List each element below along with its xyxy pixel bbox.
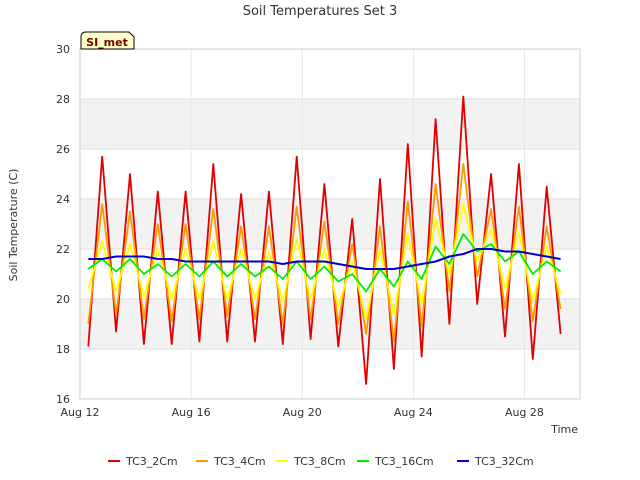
plot-frame [79, 48, 581, 400]
x-tick-label: Aug 16 [172, 406, 211, 419]
x-tick-label: Aug 28 [505, 406, 544, 419]
plot-band [80, 299, 580, 349]
x-tick-label: Aug 24 [394, 406, 433, 419]
y-tick-label: 30 [56, 43, 70, 56]
x-tick-label: Aug 20 [283, 406, 322, 419]
y-tick-label: 26 [56, 143, 70, 156]
site-badge-box [80, 31, 135, 50]
x-ticks: Aug 12 Aug 16 Aug 20 Aug 24 Aug 28 [61, 406, 544, 419]
legend: TC3_2Cm TC3_4Cm TC3_8Cm TC3_16Cm TC3_32Cm [108, 455, 534, 468]
series-line-TC3_8Cm [87, 203, 562, 320]
y-tick-label: 16 [56, 393, 70, 406]
legend-label-TC3_2Cm: TC3_2Cm [125, 455, 178, 468]
legend-label-TC3_8Cm: TC3_8Cm [293, 455, 346, 468]
y-tick-label: 24 [56, 193, 70, 206]
chart-title: Soil Temperatures Set 3 [243, 4, 398, 19]
legend-label-TC3_16Cm: TC3_16Cm [374, 455, 434, 468]
legend-label-TC3_4Cm: TC3_4Cm [213, 455, 266, 468]
legend-label-TC3_32Cm: TC3_32Cm [474, 455, 534, 468]
series-line-TC3_4Cm [87, 163, 562, 343]
y-ticks: 16 18 20 22 24 26 28 30 [56, 43, 70, 406]
x-tick-label: Aug 12 [61, 406, 100, 419]
x-axis-label: Time [550, 423, 578, 436]
series-line-TC3_32Cm [88, 248, 561, 270]
grid [79, 48, 581, 400]
y-tick-label: 18 [56, 343, 70, 356]
plot-band [80, 99, 580, 149]
y-axis-label: Soil Temperature (C) [7, 169, 20, 282]
plot-background [80, 49, 580, 399]
y-tick-label: 28 [56, 93, 70, 106]
y-tick-label: 20 [56, 293, 70, 306]
y-tick-label: 22 [56, 243, 70, 256]
site-badge-label: SI_met [86, 36, 128, 49]
site-badge: SI_met [80, 31, 135, 50]
series-layer [87, 95, 562, 385]
